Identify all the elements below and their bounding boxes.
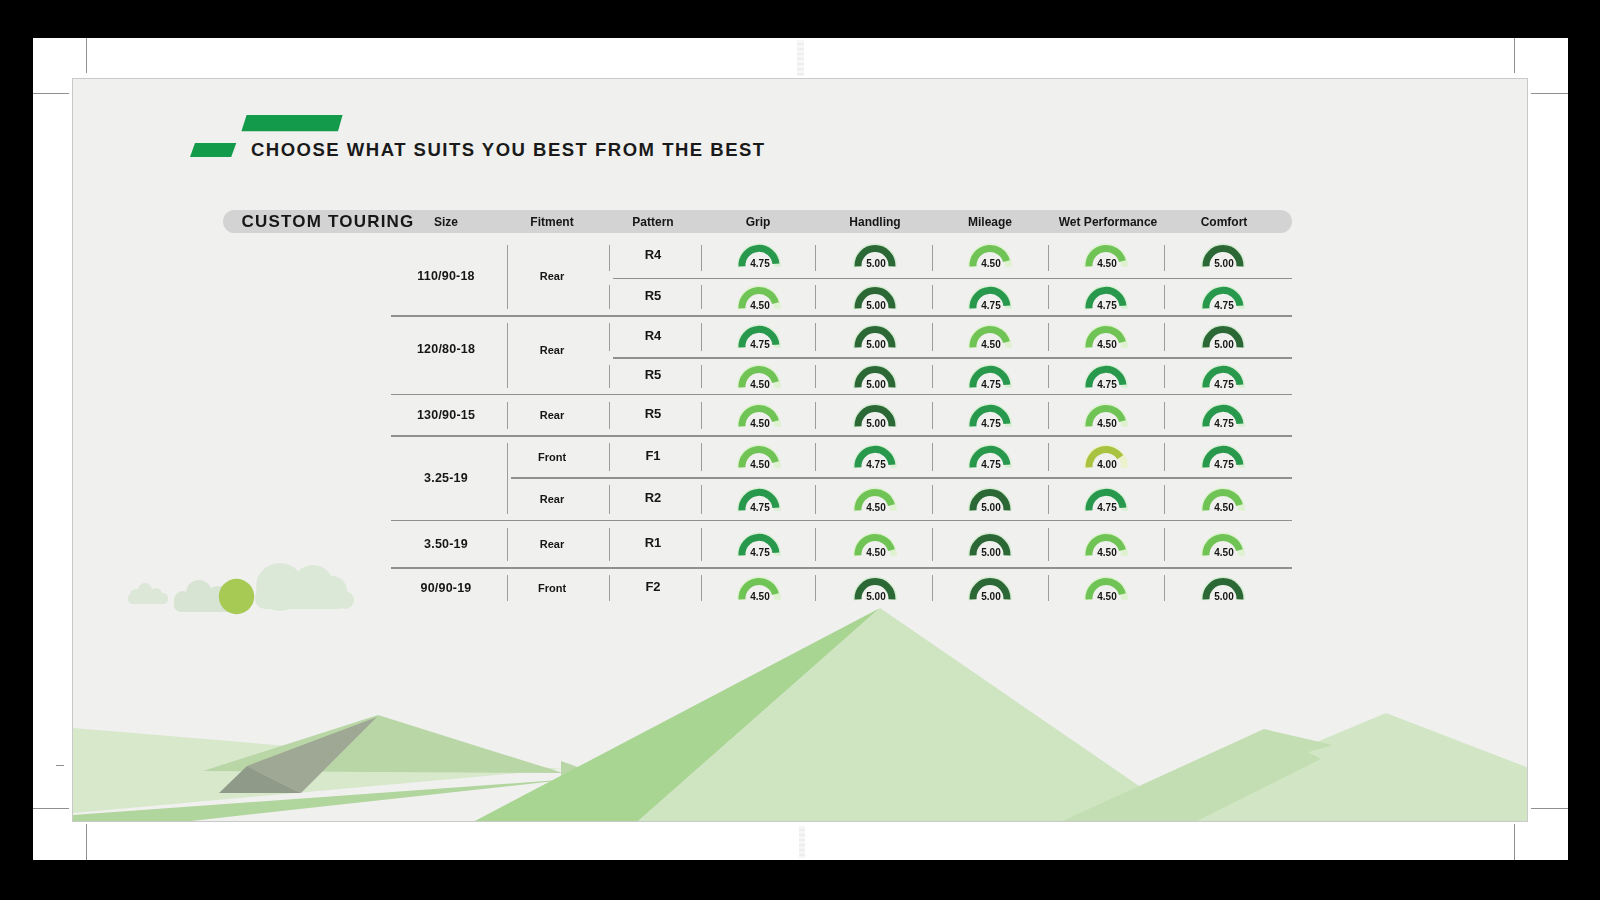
svg-text:5.00: 5.00 xyxy=(866,379,886,390)
svg-text:4.75: 4.75 xyxy=(1214,299,1234,310)
svg-text:4.50: 4.50 xyxy=(750,417,770,428)
svg-text:4.75: 4.75 xyxy=(1214,417,1234,428)
svg-text:4.50: 4.50 xyxy=(750,299,770,310)
svg-text:5.00: 5.00 xyxy=(1214,339,1234,350)
svg-text:4.50: 4.50 xyxy=(1097,547,1117,558)
svg-text:4.75: 4.75 xyxy=(750,547,770,558)
svg-text:4.50: 4.50 xyxy=(1097,258,1117,269)
svg-text:4.75: 4.75 xyxy=(750,502,770,513)
svg-text:5.00: 5.00 xyxy=(981,590,1001,601)
svg-text:4.75: 4.75 xyxy=(1097,379,1117,390)
svg-text:4.50: 4.50 xyxy=(981,258,1001,269)
svg-text:4.50: 4.50 xyxy=(750,590,770,601)
svg-text:4.75: 4.75 xyxy=(1097,299,1117,310)
svg-text:4.75: 4.75 xyxy=(1214,459,1234,470)
svg-text:5.00: 5.00 xyxy=(1214,590,1234,601)
svg-text:5.00: 5.00 xyxy=(866,339,886,350)
svg-text:4.50: 4.50 xyxy=(981,339,1001,350)
svg-text:4.50: 4.50 xyxy=(1214,547,1234,558)
svg-text:5.00: 5.00 xyxy=(1214,258,1234,269)
svg-text:4.50: 4.50 xyxy=(866,547,886,558)
svg-text:4.75: 4.75 xyxy=(981,459,1001,470)
svg-text:4.75: 4.75 xyxy=(1214,379,1234,390)
svg-text:4.50: 4.50 xyxy=(866,502,886,513)
svg-text:4.50: 4.50 xyxy=(750,379,770,390)
svg-text:4.50: 4.50 xyxy=(750,459,770,470)
svg-text:4.75: 4.75 xyxy=(981,417,1001,428)
svg-text:5.00: 5.00 xyxy=(981,547,1001,558)
svg-text:4.75: 4.75 xyxy=(750,258,770,269)
svg-text:4.75: 4.75 xyxy=(1097,502,1117,513)
svg-text:5.00: 5.00 xyxy=(866,258,886,269)
svg-text:4.75: 4.75 xyxy=(750,339,770,350)
svg-text:4.50: 4.50 xyxy=(1214,502,1234,513)
svg-text:4.50: 4.50 xyxy=(1097,417,1117,428)
svg-text:4.00: 4.00 xyxy=(1097,459,1117,470)
svg-text:4.50: 4.50 xyxy=(1097,339,1117,350)
svg-text:4.75: 4.75 xyxy=(981,299,1001,310)
svg-text:5.00: 5.00 xyxy=(981,502,1001,513)
svg-text:5.00: 5.00 xyxy=(866,299,886,310)
svg-text:4.75: 4.75 xyxy=(981,379,1001,390)
svg-text:5.00: 5.00 xyxy=(866,417,886,428)
svg-text:4.50: 4.50 xyxy=(1097,590,1117,601)
svg-text:5.00: 5.00 xyxy=(866,590,886,601)
svg-text:4.75: 4.75 xyxy=(866,459,886,470)
